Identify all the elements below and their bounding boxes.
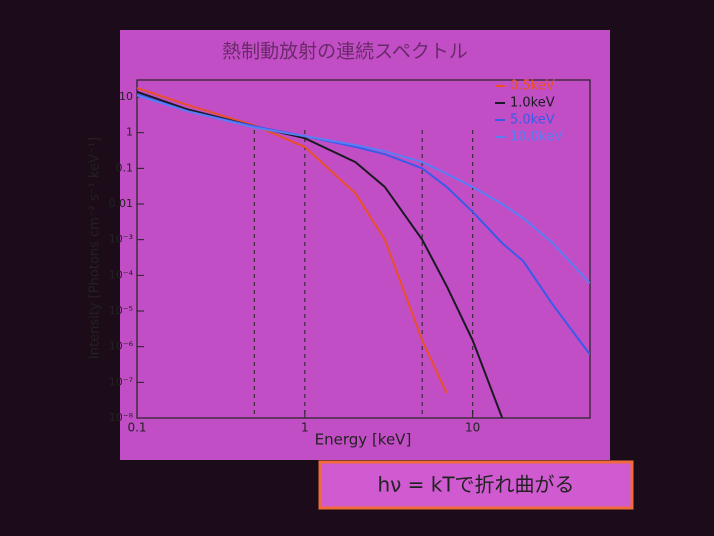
series-line <box>137 86 448 394</box>
legend-label: 0.5keV <box>510 79 555 94</box>
x-axis-label: Energy [keV] <box>315 431 412 449</box>
y-tick-label: 0.1 <box>116 161 134 174</box>
legend-label: 5.0keV <box>510 113 555 128</box>
y-tick-label: 10⁻⁸ <box>109 411 134 424</box>
annotation: hν = kTで折れ曲がる <box>377 473 574 497</box>
y-tick-label: 10⁻³ <box>109 233 133 246</box>
chart-title: 熱制動放射の連続スペクトル <box>222 41 468 63</box>
y-tick-label: 10 <box>119 90 133 103</box>
y-tick-label: 10⁻⁷ <box>109 375 133 388</box>
series-line <box>137 94 590 284</box>
x-tick-label: 1 <box>301 421 309 435</box>
y-tick-label: 1 <box>126 126 133 139</box>
y-tick-label: 10⁻⁵ <box>109 304 133 317</box>
y-axis-label: Intensity [Photons cm⁻² s⁻¹ keV⁻¹] <box>88 137 103 359</box>
legend-label: 10.0keV <box>510 130 563 145</box>
legend-label: 1.0keV <box>510 96 555 111</box>
annotation-box <box>318 460 634 510</box>
x-tick-label: 0.1 <box>127 421 146 435</box>
plot-frame <box>136 79 591 419</box>
series-line <box>137 93 590 356</box>
slide <box>120 30 610 460</box>
y-tick-label: 10⁻⁴ <box>109 268 134 281</box>
x-tick-label: 10 <box>465 421 480 435</box>
y-tick-label: 10⁻⁶ <box>109 340 134 353</box>
y-tick-label: 0.01 <box>109 197 134 210</box>
